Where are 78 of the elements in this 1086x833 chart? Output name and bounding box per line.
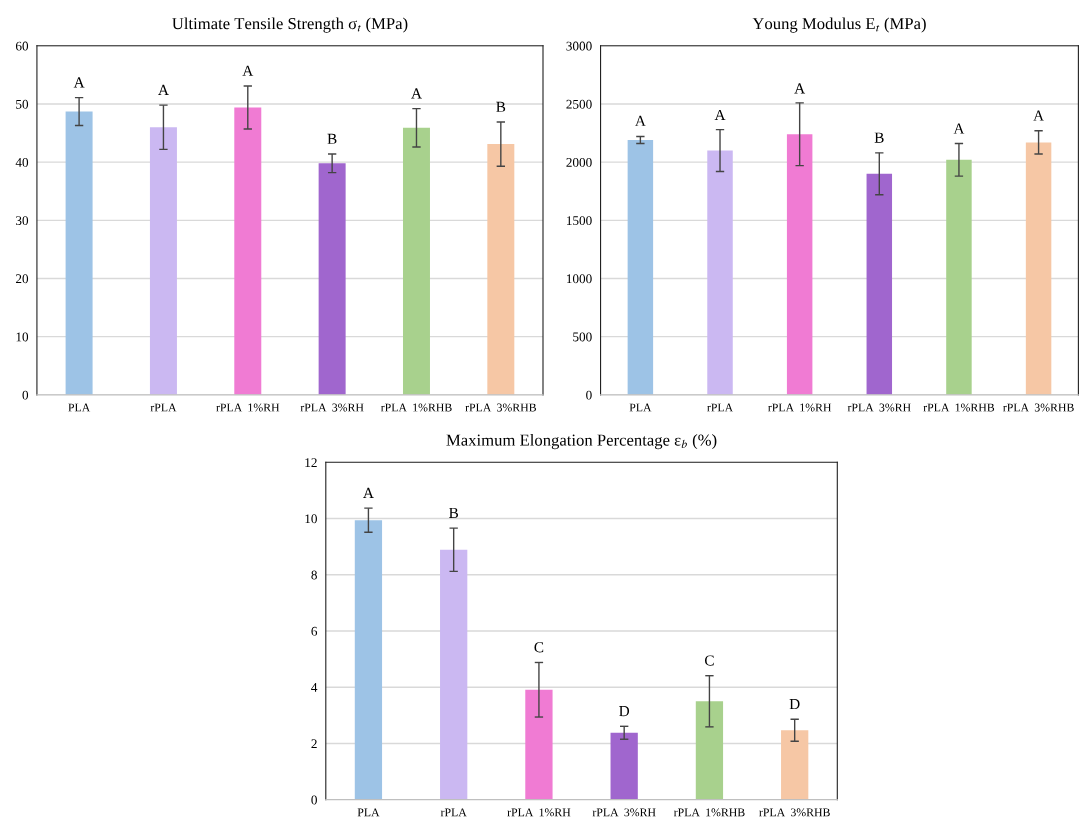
annotation: A: [411, 88, 422, 99]
y-tick-label: 0: [22, 390, 29, 400]
x-tick-label: PLA: [357, 808, 380, 817]
x-tick-label: rPLA: [707, 403, 734, 412]
y-tick-label: 2000: [566, 157, 592, 167]
y-tick-label: 0: [311, 795, 317, 805]
bar: [627, 140, 654, 395]
bar: [946, 159, 972, 395]
bar: [781, 730, 809, 800]
y-tick-label: 40: [15, 157, 29, 167]
bar: [402, 127, 430, 395]
y-tick-label: 500: [573, 332, 592, 342]
annotation: A: [1033, 110, 1044, 121]
y-tick-label: 50: [16, 99, 29, 109]
y-tick-label: 12: [305, 458, 317, 467]
annotation: B: [327, 133, 337, 144]
bar: [487, 144, 515, 395]
annotation: C: [704, 655, 714, 666]
x-tick-label: rPLA 3%RH: [300, 403, 364, 412]
annotation: A: [635, 115, 646, 126]
bar: [65, 111, 93, 395]
annotation: A: [953, 123, 965, 134]
bar: [525, 689, 553, 800]
y-tick-label: 3000: [566, 41, 592, 51]
bar: [866, 173, 893, 395]
annotation: A: [363, 487, 374, 498]
annotation: A: [714, 109, 726, 120]
y-tick-label: 0: [586, 390, 592, 400]
x-tick-label: rPLA 3%RHB: [759, 808, 830, 817]
annotation: B: [496, 101, 506, 112]
x-tick-label: rPLA 1%RHB: [673, 808, 745, 817]
y-tick-label: 60: [15, 41, 29, 51]
bar: [234, 107, 262, 395]
bar: [440, 549, 468, 800]
x-tick-label: rPLA 1%RH: [216, 403, 280, 412]
annotation: A: [73, 77, 85, 88]
y-tick-label: 6: [311, 626, 318, 636]
y-tick-label: 10: [16, 332, 29, 342]
y-tick-label: 2: [311, 739, 317, 749]
annotation: A: [158, 84, 169, 95]
y-tick-label: 30: [16, 216, 29, 226]
annotation: D: [789, 699, 800, 710]
x-tick-label: rPLA 1%RHB: [923, 403, 995, 412]
y-tick-label: 20: [15, 274, 29, 284]
x-tick-label: rPLA 1%RHB: [380, 403, 452, 412]
annotation: B: [449, 507, 459, 518]
x-tick-label: PLA: [68, 403, 91, 412]
x-tick-label: rPLA: [440, 808, 467, 817]
annotation: C: [534, 642, 544, 653]
annotation: B: [874, 132, 884, 143]
bar: [786, 134, 813, 395]
annotation: A: [242, 65, 254, 76]
y-tick-label: 10: [305, 514, 317, 524]
bar: [695, 701, 724, 800]
x-tick-label: rPLA 3%RHB: [1003, 403, 1074, 412]
bar: [1025, 142, 1052, 395]
y-tick-label: 4: [311, 683, 318, 692]
bar: [610, 732, 638, 800]
chart-title: Maximum Elongation Percentage ε$_{b}$ (%): [446, 433, 717, 450]
y-tick-label: 1000: [567, 274, 592, 284]
y-tick-label: 1500: [567, 216, 592, 226]
x-tick-label: rPLA 3%RHB: [465, 403, 536, 412]
bar: [707, 150, 733, 395]
x-tick-label: rPLA 3%RH: [847, 403, 911, 412]
bar: [318, 163, 346, 395]
x-tick-label: rPLA 1%RH: [507, 808, 571, 817]
chart-title: Ultimate Tensile Strength σ$_{t}$ (MPa): [172, 17, 408, 33]
x-tick-label: rPLA 3%RH: [592, 808, 656, 817]
chart-title: Young Modulus E$_{t}$ (MPa): [752, 17, 926, 33]
x-tick-label: PLA: [629, 403, 652, 412]
bar: [354, 520, 383, 800]
x-tick-label: rPLA: [150, 403, 177, 412]
x-tick-label: rPLA 1%RH: [768, 403, 832, 412]
bar: [149, 127, 177, 395]
y-tick-label: 8: [311, 570, 317, 580]
annotation: A: [794, 83, 806, 94]
y-tick-label: 2500: [566, 99, 592, 109]
annotation: D: [619, 706, 630, 717]
